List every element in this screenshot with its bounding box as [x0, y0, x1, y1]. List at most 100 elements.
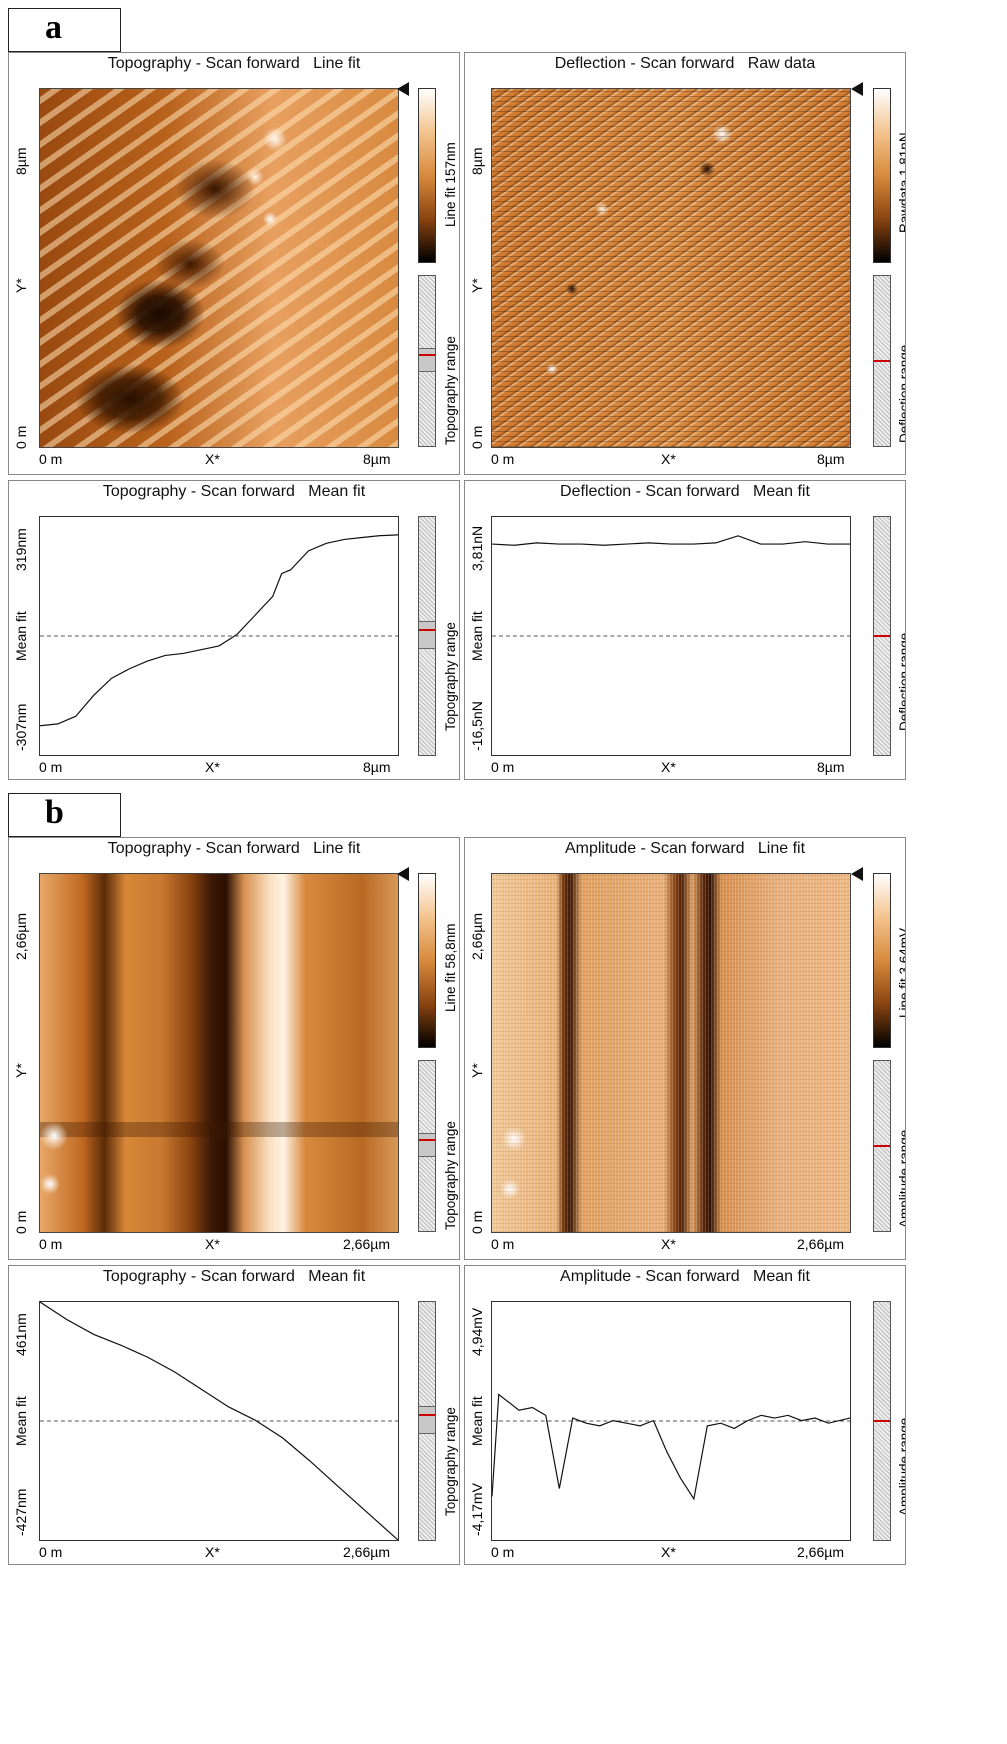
x-axis-left-label: 0 m	[39, 759, 63, 775]
range-slider[interactable]	[873, 1301, 891, 1541]
panel-title: Amplitude - Scan forward Mean fit	[560, 1268, 810, 1285]
range-slider[interactable]	[418, 275, 436, 447]
x-axis-right-label: 2,66µm	[797, 1544, 844, 1560]
y-axis-top-label: 461nm	[13, 1313, 29, 1356]
afm-deflection-scan-image	[491, 88, 851, 448]
x-axis-mid-label: X*	[205, 1544, 220, 1560]
range-label: Deflection range	[897, 632, 906, 731]
y-axis-bottom-label: 0 m	[469, 1210, 485, 1234]
profile-chart-svg	[492, 535, 850, 637]
y-axis-mid-label: Mean fit	[469, 611, 485, 661]
range-window[interactable]	[419, 1406, 435, 1434]
section-label-b: b	[8, 793, 121, 837]
colorbar-label: Line fit 58,8nm	[443, 923, 458, 1012]
x-axis-mid-label: X*	[205, 451, 220, 467]
y-axis-top-label: 4,94mV	[469, 1307, 485, 1356]
range-label: Amplitude range	[897, 1417, 906, 1516]
profile-chart-svg	[40, 1302, 398, 1540]
panel-b-amplitude-profile: Amplitude - Scan forward Mean fit 4,94mV…	[464, 1265, 906, 1565]
range-slider[interactable]	[873, 275, 891, 447]
range-window[interactable]	[419, 1133, 435, 1157]
y-axis-bottom-label: 0 m	[13, 425, 29, 449]
x-axis-right-label: 8µm	[817, 451, 845, 467]
x-axis-mid-label: X*	[205, 759, 220, 775]
colorbar-pointer-icon[interactable]	[851, 82, 863, 96]
afm-amplitude-scan-image	[491, 873, 851, 1233]
y-axis-top-label: 319nm	[13, 528, 29, 571]
afm-topography-scan-image	[39, 873, 399, 1233]
profile-plot	[39, 516, 399, 756]
profile-series-line	[40, 1302, 398, 1540]
panel-title: Deflection - Scan forward Raw data	[554, 55, 816, 72]
range-marker	[419, 1414, 435, 1416]
range-marker	[874, 1145, 890, 1147]
range-window[interactable]	[419, 621, 435, 649]
panel-title: Amplitude - Scan forward Line fit	[564, 840, 806, 857]
range-slider[interactable]	[873, 1060, 891, 1232]
range-slider[interactable]	[418, 1301, 436, 1541]
colorbar-pointer-icon[interactable]	[397, 867, 409, 881]
panel-title: Topography - Scan forward Line fit	[107, 840, 361, 857]
range-label: Topography range	[443, 1121, 458, 1230]
panel-b-topography-image: Topography - Scan forward Line fit 2,66µ…	[8, 837, 460, 1260]
range-window[interactable]	[419, 348, 435, 372]
panel-a-topography-image: Topography - Scan forward Line fit 8µm Y…	[8, 52, 460, 475]
range-label: Topography range	[443, 336, 458, 445]
profile-series-line	[492, 535, 850, 546]
x-axis-left-label: 0 m	[39, 451, 63, 467]
y-axis-mid-label: Mean fit	[469, 1396, 485, 1446]
y-axis-bottom-label: -4,17mV	[469, 1483, 485, 1536]
profile-chart-svg	[40, 534, 398, 727]
x-axis-left-label: 0 m	[491, 759, 515, 775]
x-axis-left-label: 0 m	[491, 1236, 515, 1252]
x-axis-mid-label: X*	[661, 759, 676, 775]
range-slider[interactable]	[418, 1060, 436, 1232]
y-axis-top-label: 2,66µm	[13, 913, 29, 960]
profile-plot	[491, 516, 851, 756]
panel-b-topography-profile: Topography - Scan forward Mean fit 461nm…	[8, 1265, 460, 1565]
y-axis-top-label: 8µm	[469, 147, 485, 175]
x-axis-mid-label: X*	[661, 1544, 676, 1560]
y-axis-top-label: 3,81nN	[469, 525, 485, 571]
y-axis-mid-label: Mean fit	[13, 611, 29, 661]
y-axis-top-label: 2,66µm	[469, 913, 485, 960]
x-axis-right-label: 8µm	[817, 759, 845, 775]
x-axis-mid-label: X*	[661, 1236, 676, 1252]
y-axis-mid-label: Y*	[469, 1063, 485, 1078]
colorbar-pointer-icon[interactable]	[397, 82, 409, 96]
x-axis-left-label: 0 m	[39, 1236, 63, 1252]
panel-a-deflection-image: Deflection - Scan forward Raw data 8µm Y…	[464, 52, 906, 475]
profile-series-line	[40, 534, 398, 727]
range-marker	[874, 360, 890, 362]
profile-plot	[491, 1301, 851, 1541]
colorbar-pointer-icon[interactable]	[851, 867, 863, 881]
range-marker	[874, 635, 890, 637]
y-axis-bottom-label: -16,5nN	[469, 701, 485, 751]
panel-title: Topography - Scan forward Mean fit	[102, 1268, 366, 1285]
profile-plot	[39, 1301, 399, 1541]
profile-chart-svg	[492, 1393, 850, 1501]
y-axis-mid-label: Y*	[13, 1063, 29, 1078]
y-axis-bottom-label: -307nm	[13, 703, 29, 751]
panel-a-topography-profile: Topography - Scan forward Mean fit 319nm…	[8, 480, 460, 780]
x-axis-right-label: 2,66µm	[343, 1236, 390, 1252]
y-axis-bottom-label: 0 m	[469, 425, 485, 449]
x-axis-right-label: 8µm	[363, 759, 391, 775]
range-label: Amplitude range	[897, 1129, 906, 1228]
range-marker	[874, 1420, 890, 1422]
x-axis-left-label: 0 m	[491, 451, 515, 467]
panel-b-amplitude-image: Amplitude - Scan forward Line fit 2,66µm…	[464, 837, 906, 1260]
y-axis-mid-label: Mean fit	[13, 1396, 29, 1446]
y-axis-top-label: 8µm	[13, 147, 29, 175]
colorbar-label: Rawdata 1,81nN	[897, 132, 906, 233]
x-axis-mid-label: X*	[205, 1236, 220, 1252]
range-slider[interactable]	[873, 516, 891, 756]
panel-title: Deflection - Scan forward Mean fit	[560, 483, 810, 500]
colorbar-label: Line fit 157nm	[443, 142, 458, 227]
range-label: Deflection range	[897, 344, 906, 443]
y-axis-bottom-label: 0 m	[13, 1210, 29, 1234]
afm-topography-scan-image	[39, 88, 399, 448]
range-marker	[419, 629, 435, 631]
range-slider[interactable]	[418, 516, 436, 756]
panel-title: Topography - Scan forward Mean fit	[102, 483, 366, 500]
